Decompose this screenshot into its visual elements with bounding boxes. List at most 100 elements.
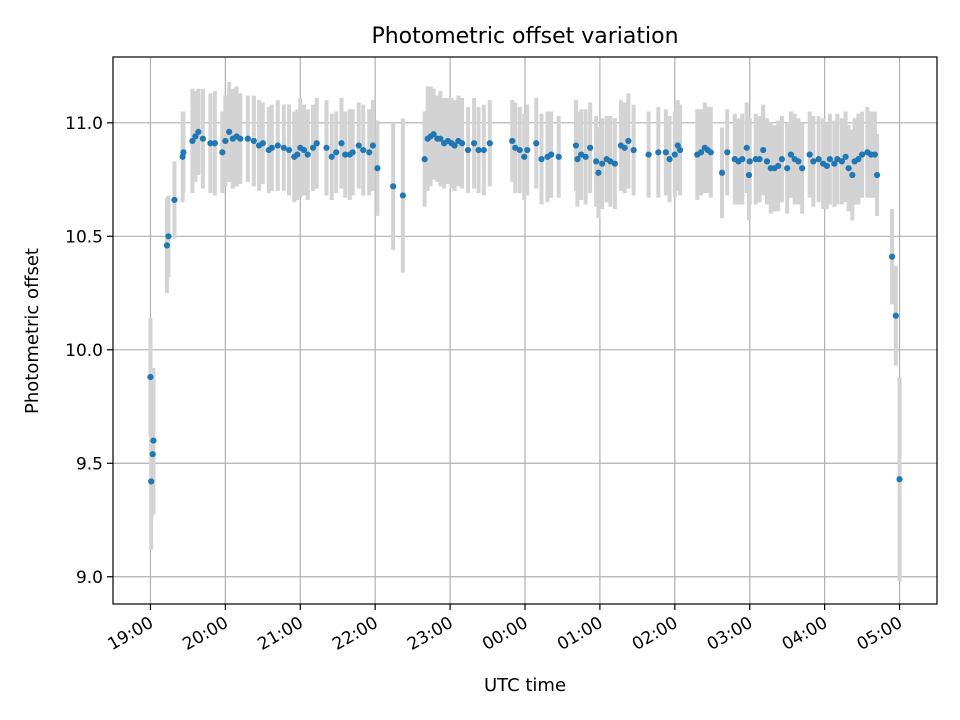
- data-point: [574, 156, 581, 163]
- data-point: [582, 153, 589, 160]
- data-point: [430, 131, 437, 138]
- data-point: [309, 144, 317, 151]
- data-point: [451, 142, 458, 149]
- data-point: [369, 142, 377, 149]
- data-point: [199, 135, 206, 142]
- data-point: [745, 171, 753, 179]
- data-point: [763, 158, 771, 165]
- data-point: [163, 242, 171, 249]
- data-point: [784, 165, 791, 172]
- data-point: [572, 142, 580, 149]
- data-point: [555, 153, 562, 160]
- data-point: [855, 156, 862, 163]
- data-point: [625, 137, 632, 145]
- data-point: [464, 146, 472, 154]
- data-point: [743, 144, 750, 151]
- x-tick-label: 02:00: [629, 613, 681, 655]
- data-point: [595, 169, 602, 176]
- data-point: [858, 151, 866, 158]
- data-point: [842, 153, 849, 160]
- x-axis-label: UTC time: [484, 675, 566, 696]
- data-point: [148, 478, 155, 485]
- y-tick-label: 11.0: [65, 114, 103, 134]
- y-tick-label: 10.0: [65, 341, 103, 361]
- data-point: [630, 146, 637, 154]
- y-axis-label: Photometric offset: [22, 248, 43, 414]
- data-point: [831, 160, 838, 167]
- data-point: [621, 144, 628, 151]
- data-point: [349, 149, 356, 156]
- data-point: [268, 144, 275, 151]
- data-point: [222, 137, 229, 145]
- data-point: [180, 149, 187, 156]
- x-tick-label: 04:00: [779, 613, 831, 655]
- data-point: [195, 128, 202, 136]
- data-point: [516, 146, 523, 154]
- data-point: [676, 146, 684, 154]
- data-point: [799, 165, 806, 172]
- data-point: [838, 158, 845, 165]
- data-point: [756, 156, 763, 163]
- data-point: [873, 171, 881, 179]
- x-tick-label: 00:00: [479, 613, 531, 655]
- data-point: [521, 153, 528, 160]
- data-point: [328, 153, 335, 160]
- data-point: [739, 156, 746, 163]
- data-point: [192, 133, 199, 140]
- data-point: [390, 183, 397, 190]
- x-tick-label: 01:00: [554, 613, 606, 655]
- data-point: [697, 149, 705, 156]
- data-point: [888, 253, 896, 260]
- data-point: [593, 158, 600, 165]
- x-tick-label: 22:00: [329, 613, 381, 655]
- data-point: [611, 160, 618, 167]
- data-point: [470, 140, 478, 147]
- data-point: [294, 151, 301, 158]
- data-point: [189, 137, 196, 145]
- data-point: [374, 165, 381, 172]
- data-point: [304, 151, 311, 158]
- data-point: [285, 146, 293, 154]
- data-point: [533, 140, 540, 147]
- data-point: [509, 137, 516, 145]
- data-point: [338, 140, 345, 147]
- data-point: [871, 151, 878, 158]
- data-point: [165, 233, 172, 240]
- x-tick-label: 20:00: [179, 613, 231, 655]
- data-point: [280, 144, 287, 151]
- data-point: [778, 156, 786, 163]
- data-point: [587, 144, 594, 151]
- data-point: [360, 146, 367, 154]
- data-point: [207, 140, 214, 147]
- data-point: [147, 373, 154, 381]
- data-point: [524, 146, 531, 154]
- data-point: [806, 151, 813, 158]
- data-point: [149, 451, 156, 458]
- data-point: [823, 162, 830, 170]
- data-point: [896, 476, 903, 483]
- data-point: [342, 151, 349, 158]
- x-tick-label: 19:00: [105, 613, 157, 655]
- data-point: [486, 140, 493, 147]
- data-point: [480, 146, 487, 154]
- data-point: [746, 158, 753, 165]
- data-point: [707, 149, 714, 156]
- data-point: [244, 135, 251, 142]
- data-point: [787, 151, 795, 158]
- data-point: [323, 144, 330, 151]
- data-point: [475, 146, 482, 154]
- data-point: [366, 149, 373, 156]
- data-point: [599, 160, 606, 167]
- data-point: [760, 146, 767, 154]
- y-tick-label: 10.5: [65, 227, 103, 247]
- data-point: [313, 140, 320, 147]
- data-point: [171, 196, 178, 204]
- data-point: [892, 312, 899, 319]
- data-point: [775, 162, 782, 170]
- x-tick-label: 03:00: [704, 613, 756, 655]
- y-tick-label: 9.0: [76, 568, 103, 588]
- data-point: [333, 149, 340, 156]
- data-point: [538, 156, 545, 163]
- data-point: [226, 128, 233, 136]
- data-point: [849, 171, 856, 179]
